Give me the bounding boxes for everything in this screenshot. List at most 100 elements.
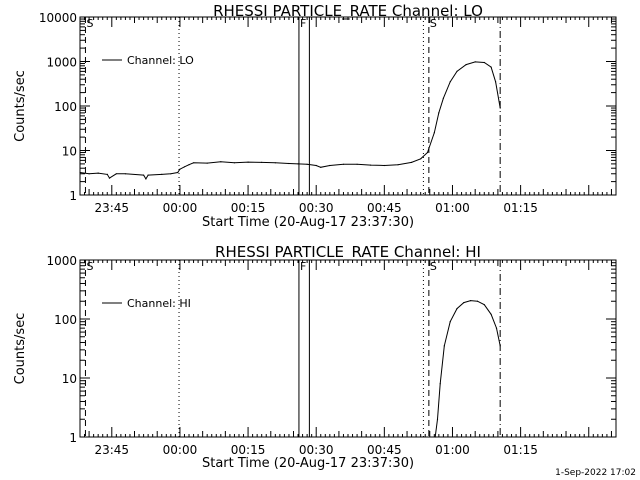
event-marker-label: S [430,260,437,273]
series-point [179,168,181,170]
y-tick-label: 1000 [46,56,77,70]
panel-hi: RHESSI PARTICLE_RATE Channel: HI 1 10 100 10… [13,243,617,471]
series-point [220,161,222,163]
series-point [79,171,81,174]
plot-frame [79,16,617,196]
series-point [97,172,99,174]
series-point [145,178,147,180]
x-tick-label: 01:15 [503,443,538,457]
timestamp: 1-Sep-2022 17:02 [555,468,636,478]
event-marker-label: F [300,17,306,30]
event-marker-label: S [86,260,93,273]
series-line-0 [434,300,501,438]
y-tick-label: 100 [54,100,77,114]
series-point [161,173,163,175]
chart-title: RHESSI PARTICLE_RATE Channel: HI [215,243,481,262]
y-tick-label: 100 [54,313,77,327]
x-tick-label: 00:30 [299,443,334,457]
x-tick-label: 23:45 [94,443,129,457]
series-point [320,166,322,168]
series-point [483,61,485,64]
x-tick-label: 00:30 [299,201,334,215]
event-marker-label: S [86,17,93,30]
series-point [342,163,345,165]
x-tick-label: 00:15 [231,201,266,215]
series-point [476,300,479,302]
series-point [274,162,276,164]
series-point [233,162,235,164]
series-point [397,164,399,166]
chart-title: RHESSI PARTICLE_RATE Channel: LO [213,2,483,21]
series-point [261,161,263,163]
series-point [434,436,436,438]
series-point [456,70,458,72]
panel-lo: RHESSI PARTICLE_RATE Channel: LO 1 10 100 10… [13,2,617,230]
series-point [495,327,498,329]
series-point [443,345,445,347]
event-marker-label: F [300,260,306,273]
series-point [306,163,308,165]
series-point [463,302,465,304]
series-line-0 [79,61,501,180]
series-point [183,166,186,168]
series-point [288,162,290,165]
y-axis-label: Counts/sec [13,313,28,385]
series-point [438,112,440,114]
y-tick-label: 1000 [46,254,77,268]
y-tick-label: 1 [69,431,77,445]
series-point [383,164,385,167]
series-point [124,173,126,175]
x-tick-label: 00:00 [163,201,198,215]
series-point [370,164,372,166]
series-point [449,321,451,323]
y-axis-label: Counts/sec [13,70,28,142]
series-point [315,164,317,167]
series-point [170,173,172,175]
x-tick-label: 01:00 [435,201,470,215]
series-point [420,158,422,160]
series-point [329,164,331,167]
series-point [499,345,501,347]
series-point [483,304,485,306]
x-tick-label: 00:00 [163,443,198,457]
y-tick-label: 10 [62,145,77,159]
y-tick-label: 10000 [39,11,77,25]
plot-frame [79,259,617,438]
x-tick-label: 00:45 [367,201,402,215]
series-point [490,313,492,315]
event-marker-label: S [430,17,437,30]
x-axis-label: Start Time (20-Aug-17 23:37:30) [202,456,414,471]
legend-label: Channel: LO [127,54,194,67]
series-point [193,162,195,164]
x-tick-label: 00:45 [367,443,402,457]
series-point [436,418,439,420]
series-point [411,161,413,163]
series-point [247,161,249,163]
series-point [88,173,90,175]
series-point [456,308,458,310]
x-tick-label: 00:15 [231,443,266,457]
series-point [474,61,476,63]
series-point [433,132,435,134]
legend-label: Channel: HI [127,297,191,310]
y-tick-label: 10 [62,372,77,386]
series-point [177,171,179,174]
x-tick-label: 01:15 [503,201,538,215]
y-tick-label: 1 [69,189,77,203]
series-point [356,163,358,165]
series-point [143,174,145,176]
series-point [426,151,429,154]
series-point [108,177,111,179]
series-point [499,107,501,109]
series-point [297,163,299,165]
series-point [115,173,117,175]
x-tick-label: 01:00 [435,443,470,457]
series-point [442,97,444,99]
series-point [490,66,492,68]
series-point [470,300,472,302]
series-point [465,64,467,66]
series-point [439,383,441,385]
x-tick-label: 23:45 [94,201,129,215]
series-point [188,164,190,166]
